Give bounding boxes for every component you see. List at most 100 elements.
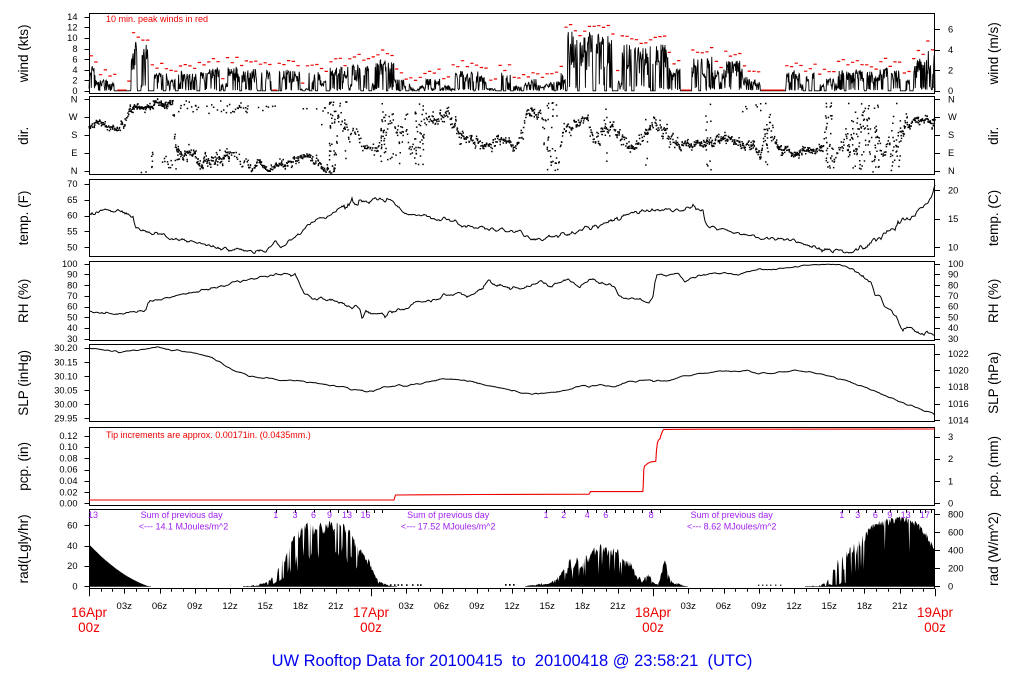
svg-text:RH (%): RH (%) [986,279,1001,323]
svg-text:8: 8 [649,510,654,520]
svg-text:70: 70 [67,179,77,189]
svg-text:temp. (F): temp. (F) [16,191,31,246]
svg-text:dir.: dir. [16,127,31,145]
svg-text:06z: 06z [152,601,168,612]
svg-text:10: 10 [67,33,77,43]
svg-text:20: 20 [948,185,958,195]
svg-text:2: 2 [948,66,953,76]
svg-text:12: 12 [67,23,77,33]
svg-text:4: 4 [585,510,590,520]
svg-text:N: N [71,94,78,104]
svg-text:30: 30 [948,334,958,344]
svg-text:40: 40 [67,323,77,333]
svg-text:30: 30 [67,334,77,344]
svg-text:Sum of previous day: Sum of previous day [407,510,490,520]
svg-text:80: 80 [948,280,958,290]
svg-text:40: 40 [948,323,958,333]
svg-text:16Apr: 16Apr [71,605,108,620]
svg-text:09z: 09z [187,601,203,612]
svg-text:21z: 21z [328,601,344,612]
svg-text:14: 14 [67,12,77,22]
svg-text:09z: 09z [751,601,767,612]
svg-text:Sum of previous day: Sum of previous day [141,510,224,520]
svg-text:100: 100 [62,259,78,269]
svg-text:<--- 17.52 MJoules/m^2: <--- 17.52 MJoules/m^2 [401,522,496,532]
svg-text:<--- 8.62 MJoules/m^2: <--- 8.62 MJoules/m^2 [687,522,777,532]
svg-text:30.15: 30.15 [54,357,77,367]
svg-text:60: 60 [67,302,77,312]
svg-text:03z: 03z [681,601,697,612]
svg-text:60: 60 [948,302,958,312]
svg-text:10: 10 [948,243,958,253]
svg-text:SLP (inHg): SLP (inHg) [16,350,31,416]
svg-text:100: 100 [948,259,964,269]
svg-text:wind (m/s): wind (m/s) [986,22,1001,85]
svg-text:60: 60 [67,211,77,221]
svg-text:19Apr: 19Apr [917,605,954,620]
svg-text:3: 3 [855,510,860,520]
svg-text:40: 40 [67,541,77,551]
svg-text:9: 9 [887,510,892,520]
svg-text:13: 13 [901,510,911,520]
svg-text:0.10: 0.10 [59,442,77,452]
svg-text:70: 70 [948,291,958,301]
svg-text:W: W [69,112,78,122]
svg-text:400: 400 [948,546,964,556]
svg-text:E: E [948,148,954,158]
svg-text:UW Rooftop Data for 20100415: UW Rooftop Data for 20100415 to 20100418… [272,652,753,670]
svg-text:1014: 1014 [948,415,969,425]
svg-text:N: N [71,166,78,176]
svg-text:0: 0 [948,86,953,96]
svg-text:12z: 12z [504,601,520,612]
svg-text:18z: 18z [857,601,873,612]
svg-text:03z: 03z [117,601,133,612]
svg-text:1: 1 [839,510,844,520]
svg-text:E: E [71,148,77,158]
svg-text:0.00: 0.00 [59,499,77,509]
svg-text:N: N [948,94,955,104]
svg-text:4: 4 [72,65,77,75]
svg-text:00z: 00z [78,620,100,635]
svg-text:0: 0 [948,582,953,592]
svg-text:70: 70 [67,291,77,301]
svg-text:1: 1 [273,510,278,520]
svg-text:3: 3 [292,510,297,520]
svg-text:SLP (hPa): SLP (hPa) [986,352,1001,414]
svg-text:6: 6 [311,510,316,520]
svg-text:15z: 15z [258,601,274,612]
svg-text:21z: 21z [892,601,908,612]
svg-text:1018: 1018 [948,382,969,392]
svg-text:16: 16 [360,510,370,520]
svg-text:rad(Lgly/hr): rad(Lgly/hr) [16,514,31,583]
svg-text:RH (%): RH (%) [16,279,31,323]
svg-text:80: 80 [67,280,77,290]
svg-text:W: W [948,112,957,122]
svg-text:0: 0 [72,582,77,592]
svg-text:15: 15 [948,214,958,224]
svg-text:1022: 1022 [948,349,969,359]
svg-text:21z: 21z [610,601,626,612]
svg-text:wind (kts): wind (kts) [16,25,31,84]
svg-text:4: 4 [948,45,953,55]
svg-text:03z: 03z [399,601,415,612]
svg-text:06z: 06z [716,601,732,612]
svg-text:2: 2 [561,510,566,520]
svg-text:60: 60 [67,521,77,531]
svg-text:1016: 1016 [948,399,969,409]
svg-text:50: 50 [948,312,958,322]
svg-text:30.00: 30.00 [54,400,77,410]
svg-text:2: 2 [948,454,953,464]
svg-text:0.06: 0.06 [59,465,77,475]
svg-text:18z: 18z [575,601,591,612]
svg-text:15z: 15z [540,601,556,612]
svg-text:0.04: 0.04 [59,476,77,486]
svg-text:9: 9 [327,510,332,520]
svg-text:S: S [71,130,77,140]
svg-text:temp. (C): temp. (C) [986,190,1001,246]
svg-text:S: S [948,130,954,140]
svg-text:90: 90 [67,270,77,280]
svg-text:pcp. (mm): pcp. (mm) [986,436,1001,497]
svg-text:50: 50 [67,243,77,253]
svg-text:0.12: 0.12 [59,431,77,441]
svg-text:12z: 12z [786,601,802,612]
